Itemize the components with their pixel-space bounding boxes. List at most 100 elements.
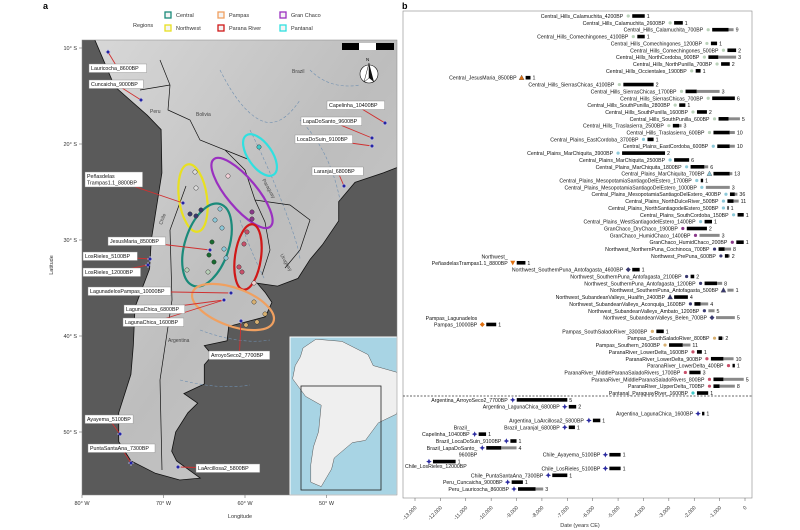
site-label-text: JesusMaria_8500BP [110,239,159,245]
site-label-box [195,463,261,473]
site-label: Lauricocha_8600BP [88,63,147,73]
chart-row: Brazil_LapaDoSanto_ 9600BP 4 [427,445,522,458]
star-marker [511,486,517,492]
row-label: Chile_Ayayema_5100BP [543,453,601,459]
row-label: Central_Hills_NorthCordoba_900BP [616,55,700,61]
x-tick-label: -10,000 [478,505,495,522]
date-range-bar [708,55,719,59]
circle-marker [719,254,723,258]
sample-count: 1 [746,213,749,219]
sample-count: 2 [732,62,735,68]
circle-marker [688,302,693,306]
site-marker [198,207,204,213]
chart-row: GranChaco_HumidChaco_1400BP 3 [610,233,725,239]
row-label: Pampas_SouthSaladoRiver_800BP [627,336,710,342]
row-label: Central_Plains_EastCordoba_3700BP [550,137,639,143]
circle-marker [702,55,706,59]
date-range-bar-extension [734,192,738,196]
circle-marker [683,370,687,375]
river-0 [219,69,301,123]
site-label-text: LagunaChica_1600BP [125,320,178,326]
site-label: Peñasdelas Trampas1.1_8800BP [84,171,143,188]
chart-row: Pampas_Southern_2600BP 11 [596,343,698,349]
row-label: Central_Hills_SierrasChicas_700BP [620,96,704,102]
chart-row: Central_Hills_Traslasierra_600BP 10 [627,131,743,137]
date-range-bar [737,212,744,217]
circle-marker [617,82,621,87]
sample-count: 1 [647,35,650,41]
sample-count: 1 [714,220,717,226]
date-range-bar-extension [704,165,709,169]
circle-marker [695,178,699,183]
date-range-bar-extension [733,199,739,203]
chart-row: Northwest_ PeñasdelasTrampas1.1_8800BP 1 [432,254,531,267]
date-range-bar-extension [705,185,730,189]
circle-marker [679,89,684,94]
sample-count: 1 [737,364,740,370]
site-label: LosRieles_5100BP [82,251,138,261]
chart-row: Northwest_SouthernPuna_Antofagasta_500BP… [610,287,739,294]
row-label: Chile_LosRieles_12000BP [405,464,467,470]
sample-count: 9 [736,28,739,34]
chart-row: GranChaco_DryChaco_1900BP 2 [604,227,712,233]
row-label: Central_Hills_NorthPunilla_700BP [633,62,713,68]
triangle-down-marker [510,260,516,266]
site-marker [205,269,211,275]
row-label: ParanaRiver_LowerDelta_400BP [647,364,724,370]
circle-marker [681,226,685,231]
star-icon [179,199,187,207]
circle-marker [721,199,726,203]
site-marker [251,299,257,305]
date-range-bar [700,178,704,183]
circle-marker [700,185,704,189]
chart-row: Central_Hills_Comechingones_1200BP 1 [611,41,722,47]
inset-map [289,336,397,495]
row-label: Central_Hills_Traslasierra_2500BP [583,124,664,130]
circle-marker [691,350,695,354]
row-label: Northwest_SubandeanValleys_Belen_700BP [603,316,707,322]
chart-row: Central_Hills_Calamuchita_4200BP 1 [541,14,650,20]
date-range-bar-extension [729,172,733,176]
row-label: ParanaRiver_UpperDelta_700BP [628,384,705,390]
panel-b-letter: b [402,1,408,11]
sample-count: 4 [710,302,713,308]
circle-marker [706,96,710,100]
date-range-bar [727,206,729,210]
date-range-bar-extension [729,144,735,148]
circle-marker [693,233,698,237]
site-marker [241,241,247,247]
chart-row: ParanaRiver_LowerDelta_400BP 1 [647,364,740,370]
chart-row: Chile_LosRieles_5100BP 1 [542,465,626,472]
date-range-bar [679,103,686,107]
date-range-bar-extension [716,316,735,320]
site-label-box [311,166,364,176]
sample-count: 2 [738,48,741,54]
date-range-bar [718,336,723,340]
chart-row: Northwest_SouthernPuna_Antofagasta_1200B… [584,281,727,287]
chart-row: Central_Hills_SouthPunilla_2800BP 1 [587,103,690,109]
sample-count: 36 [739,192,745,198]
circle-marker [668,21,672,25]
chart-row: ParanaRiver_LowerDelta_900BP 10 [626,357,742,363]
sample-count: 1 [458,460,461,466]
star-marker [471,431,478,437]
site-label: LagunaChica_1600BP [122,317,184,327]
svg-text:N: N [366,57,369,62]
site-marker [193,185,199,191]
sample-count: 2 [696,274,699,280]
star-icon [146,255,154,263]
row-label: Central_Hills_Occientales_1900BP [606,69,687,75]
circle-marker [731,213,736,217]
sample-count: 6 [710,165,713,171]
sample-count: 11 [741,199,747,205]
row-label: Central_Hills_Traslasierra_600BP [627,131,705,137]
sample-count: 5 [717,309,720,315]
date-range-bar [510,439,517,443]
row-label: Central_Hills_Comechingones_1200BP [611,41,703,47]
sample-count: 1 [525,480,528,486]
circle-marker [705,41,709,46]
site-label: LagunaChica_6800BP [123,304,185,314]
row-label: Central_Hills_Calamuchita_2600BP [583,21,666,27]
panel-a-letter: a [43,1,49,11]
